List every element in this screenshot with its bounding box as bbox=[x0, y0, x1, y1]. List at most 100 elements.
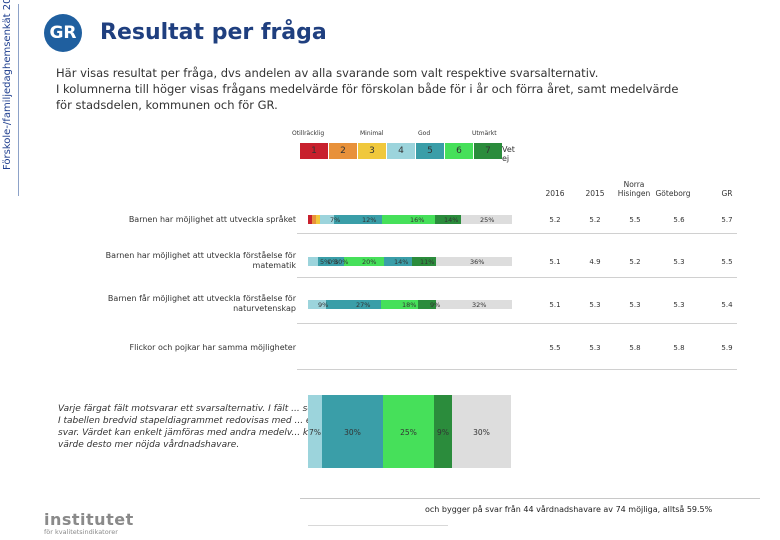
question-bar-1 bbox=[308, 215, 512, 224]
example-bar-enlarged: 7% 30% 25% 9% 30% bbox=[308, 395, 511, 468]
bar-seg-5 bbox=[334, 215, 382, 224]
pct-label: 0% bbox=[328, 258, 339, 266]
value-city: 5.6 bbox=[673, 216, 685, 224]
value-2016: 5.2 bbox=[549, 216, 561, 224]
question-label-1: Barnen har möjlighet att utveckla språke… bbox=[128, 215, 296, 224]
note-line-2: I tabellen bredvid stapeldiagrammet redo… bbox=[58, 416, 497, 426]
institutet-logo-subtitle: för kvalitetsindikatorer bbox=[44, 528, 118, 536]
pct-label: 11% bbox=[420, 258, 435, 266]
value-city: 5.3 bbox=[673, 301, 685, 309]
bar-seg-unknown bbox=[436, 257, 512, 266]
legend-group-god: God bbox=[418, 130, 431, 137]
explanation-note: Varje färgat fält motsvarar ett svarsalt… bbox=[58, 403, 758, 451]
value-district: 5.8 bbox=[629, 344, 641, 352]
bar-seg-6 bbox=[344, 257, 384, 266]
legend-swatch-2: 2 bbox=[329, 143, 357, 159]
value-gr: 5.4 bbox=[721, 301, 733, 309]
intro-line-2: I kolumnerna till höger visas frågans me… bbox=[56, 82, 679, 96]
pct-label: 27% bbox=[356, 301, 371, 309]
legend-group-otillracklig: Otillräcklig bbox=[292, 130, 325, 137]
legend-group-minimal: Minimal bbox=[360, 130, 384, 137]
legend-swatch-1: 1 bbox=[300, 143, 328, 159]
note-line-1: Varje färgat fält motsvarar ett svarsalt… bbox=[58, 404, 459, 414]
intro-line-3: för stadsdelen, kommunen och för GR. bbox=[56, 98, 278, 112]
intro-line-1: Här visas resultat per fråga, dvs andele… bbox=[56, 66, 599, 80]
row-separator bbox=[297, 369, 737, 370]
footer-bottom-rule bbox=[308, 525, 448, 526]
row-separator bbox=[297, 277, 737, 278]
bar-seg-3 bbox=[316, 215, 320, 224]
note-line-4: värde desto mer nöjda vårdnadshavare. bbox=[58, 440, 240, 450]
sidebar-rule bbox=[18, 4, 19, 196]
row-separator bbox=[297, 323, 737, 324]
value-district: 5.3 bbox=[629, 301, 641, 309]
bar-seg-6 bbox=[382, 215, 435, 224]
pct-label: 25% bbox=[480, 216, 495, 224]
value-district: 5.2 bbox=[629, 258, 641, 266]
value-2015: 5.2 bbox=[589, 216, 601, 224]
example-seg-5: 30% bbox=[322, 395, 383, 468]
bar-seg-1 bbox=[308, 215, 312, 224]
legend-swatch-7: 7 bbox=[474, 143, 502, 159]
gr-logo: GR bbox=[44, 14, 82, 52]
bar-seg-7 bbox=[418, 300, 436, 309]
col-header-2015: 2015 bbox=[585, 189, 605, 198]
example-seg-6: 25% bbox=[383, 395, 434, 468]
value-2015: 5.3 bbox=[589, 344, 601, 352]
bar-seg-2 bbox=[312, 215, 316, 224]
pct-label: 32% bbox=[472, 301, 487, 309]
bar-seg-4 bbox=[308, 257, 318, 266]
pct-label: 14% bbox=[444, 216, 459, 224]
page-title: Resultat per fråga bbox=[100, 20, 327, 45]
question-bar-2 bbox=[308, 257, 512, 266]
bar-seg-7 bbox=[412, 257, 436, 266]
legend-swatch-3: 3 bbox=[358, 143, 386, 159]
footer-rule bbox=[300, 498, 760, 499]
pct-label: 30% bbox=[334, 258, 349, 266]
value-gr: 5.5 bbox=[721, 258, 733, 266]
bar-seg-unknown bbox=[436, 300, 512, 309]
pct-label: 20% bbox=[362, 258, 377, 266]
value-city: 5.8 bbox=[673, 344, 685, 352]
bar-seg-7 bbox=[435, 215, 461, 224]
pct-label: 12% bbox=[362, 216, 377, 224]
col-header-district: Norra Hisingen bbox=[617, 180, 651, 198]
example-seg-7: 9% bbox=[434, 395, 452, 468]
legend-swatch-6: 6 bbox=[445, 143, 473, 159]
pct-label: 5% bbox=[320, 258, 331, 266]
question-label-2: Barnen har möjlighet att utveckla förstå… bbox=[105, 251, 296, 270]
pct-label: 9% bbox=[318, 301, 329, 309]
question-label-3: Barnen får möjlighet att utveckla förstå… bbox=[107, 294, 296, 313]
value-2016: 5.1 bbox=[549, 258, 561, 266]
pct-label: 7% bbox=[330, 216, 341, 224]
pct-label: 16% bbox=[410, 216, 425, 224]
row-separator bbox=[297, 233, 737, 234]
legend-swatch-4: 4 bbox=[387, 143, 415, 159]
bar-seg-6 bbox=[381, 300, 418, 309]
pct-label: 14% bbox=[394, 258, 409, 266]
bar-seg-unknown bbox=[461, 215, 512, 224]
question-bar-3 bbox=[308, 300, 512, 309]
example-seg-unknown: 30% bbox=[452, 395, 511, 468]
value-district: 5.5 bbox=[629, 216, 641, 224]
value-2015: 5.3 bbox=[589, 301, 601, 309]
bar-seg-4 bbox=[308, 300, 326, 309]
value-2015: 4.9 bbox=[589, 258, 601, 266]
bar-seg-5 bbox=[326, 300, 381, 309]
pct-label: 18% bbox=[402, 301, 417, 309]
pct-label: 9% bbox=[430, 301, 441, 309]
note-line-3: svar. Värdet kan enkelt jämföras med and… bbox=[58, 428, 482, 438]
legend-group-utmarkt: Utmärkt bbox=[472, 130, 497, 137]
bar-seg-5b bbox=[384, 257, 412, 266]
intro-text: Här visas resultat per fråga, dvs andele… bbox=[56, 65, 736, 113]
sidebar-vertical-title: Förskole-/familjedaghemsenkät 2016 bbox=[2, 0, 13, 170]
bar-seg-4 bbox=[320, 215, 334, 224]
col-header-gr: GR bbox=[721, 189, 733, 198]
value-2016: 5.1 bbox=[549, 301, 561, 309]
legend-unknown-label: Vet ej bbox=[502, 145, 515, 163]
pct-label: 36% bbox=[470, 258, 485, 266]
institutet-logo: institutet bbox=[44, 510, 134, 529]
col-header-city: Göteborg bbox=[655, 189, 691, 198]
value-city: 5.3 bbox=[673, 258, 685, 266]
question-label-4: Flickor och pojkar har samma möjligheter bbox=[129, 343, 296, 352]
